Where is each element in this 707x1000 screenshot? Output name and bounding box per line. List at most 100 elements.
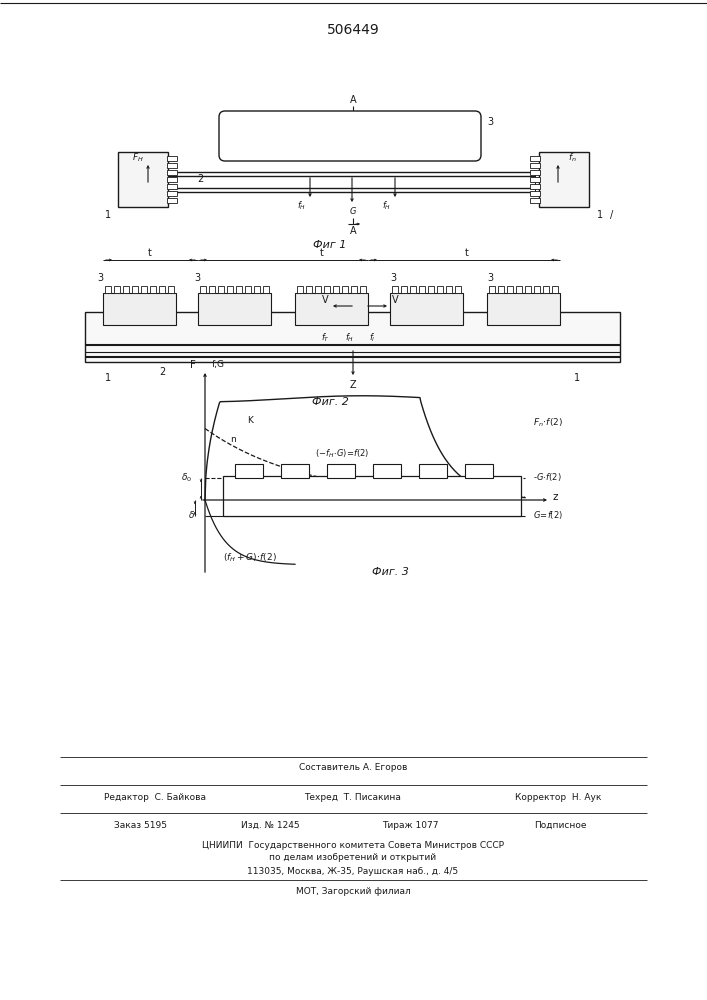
Bar: [543, 286, 549, 293]
Text: Фиг. 2: Фиг. 2: [312, 397, 349, 407]
Bar: [167, 191, 177, 196]
Bar: [489, 286, 495, 293]
Bar: [516, 286, 522, 293]
Bar: [465, 464, 493, 478]
Bar: [315, 286, 321, 293]
Text: 3: 3: [97, 273, 103, 283]
Text: /: /: [610, 210, 614, 220]
Text: 113035, Москва, Ж-35, Раушская наб., д. 4/5: 113035, Москва, Ж-35, Раушская наб., д. …: [247, 866, 459, 876]
Text: $f_n$: $f_n$: [568, 152, 576, 164]
Text: Корректор  Н. Аук: Корректор Н. Аук: [515, 792, 601, 802]
Text: $G\!=\!f(2)$: $G\!=\!f(2)$: [533, 509, 563, 521]
Bar: [539, 152, 589, 207]
Bar: [419, 286, 425, 293]
Bar: [437, 286, 443, 293]
Text: 1: 1: [597, 210, 603, 220]
Bar: [167, 163, 177, 168]
Bar: [150, 286, 156, 293]
Text: Фиг 1: Фиг 1: [313, 240, 346, 250]
Text: 3: 3: [487, 117, 493, 127]
Text: 2: 2: [197, 174, 203, 184]
Bar: [446, 286, 452, 293]
Bar: [419, 464, 447, 478]
Text: t: t: [148, 248, 152, 258]
Text: Техред  Т. Писакина: Техред Т. Писакина: [305, 792, 402, 802]
Text: 2: 2: [159, 367, 165, 377]
Bar: [327, 464, 355, 478]
Bar: [324, 286, 330, 293]
Text: A: A: [350, 95, 356, 105]
Bar: [209, 286, 215, 293]
Text: 1: 1: [574, 373, 580, 383]
Bar: [530, 191, 540, 196]
Text: по делам изобретений и открытий: по делам изобретений и открытий: [269, 854, 436, 862]
Bar: [167, 177, 177, 182]
Text: $\delta_0$: $\delta_0$: [182, 472, 192, 484]
Bar: [530, 184, 540, 189]
Bar: [105, 286, 111, 293]
Text: 1: 1: [105, 373, 111, 383]
Text: $\delta$: $\delta$: [189, 510, 196, 520]
Text: $f_T$: $f_T$: [320, 332, 329, 344]
Bar: [245, 286, 251, 293]
Text: Подписное: Подписное: [534, 820, 586, 830]
Text: z: z: [552, 492, 558, 502]
Bar: [428, 286, 434, 293]
Bar: [281, 464, 309, 478]
Text: t: t: [465, 248, 469, 258]
Bar: [167, 156, 177, 161]
Text: 3: 3: [390, 273, 396, 283]
Bar: [530, 198, 540, 203]
Text: K: K: [247, 416, 253, 425]
Bar: [401, 286, 407, 293]
Text: $f_H$: $f_H$: [298, 200, 307, 212]
Text: Составитель А. Егоров: Составитель А. Егоров: [299, 764, 407, 772]
Bar: [455, 286, 461, 293]
Bar: [103, 293, 176, 325]
Bar: [159, 286, 165, 293]
Text: $f_H$: $f_H$: [382, 200, 392, 212]
Bar: [390, 293, 463, 325]
Bar: [410, 286, 416, 293]
Bar: [198, 293, 271, 325]
Bar: [236, 286, 242, 293]
Text: Фиг. 3: Фиг. 3: [372, 567, 409, 577]
Text: Z: Z: [350, 380, 356, 390]
Bar: [114, 286, 120, 293]
Bar: [534, 286, 540, 293]
Text: 3: 3: [487, 273, 493, 283]
FancyBboxPatch shape: [219, 111, 481, 161]
Bar: [530, 156, 540, 161]
Text: МОТ, Загорский филиал: МОТ, Загорский филиал: [296, 888, 410, 896]
Bar: [552, 286, 558, 293]
Text: Редактор  С. Байкова: Редактор С. Байкова: [104, 792, 206, 802]
Bar: [487, 293, 560, 325]
Bar: [123, 286, 129, 293]
Bar: [254, 286, 260, 293]
Text: ЦНИИПИ  Государственного комитета Совета Министров СССР: ЦНИИПИ Государственного комитета Совета …: [202, 840, 504, 850]
Bar: [118, 152, 168, 207]
Bar: [333, 286, 339, 293]
Bar: [235, 464, 263, 478]
Text: Заказ 5195: Заказ 5195: [114, 820, 167, 830]
Bar: [200, 286, 206, 293]
Text: 1: 1: [105, 210, 111, 220]
Bar: [498, 286, 504, 293]
Text: V: V: [392, 295, 398, 305]
Bar: [167, 198, 177, 203]
Text: F: F: [190, 360, 196, 370]
Text: $f_H$: $f_H$: [346, 332, 355, 344]
Text: t: t: [320, 248, 324, 258]
Bar: [507, 286, 513, 293]
Text: $(-f_H\!\cdot\!G)\!=\!f(2)$: $(-f_H\!\cdot\!G)\!=\!f(2)$: [315, 448, 370, 460]
Bar: [342, 286, 348, 293]
Bar: [530, 177, 540, 182]
Bar: [530, 170, 540, 175]
Text: $(f_H+G)\!\cdot\!f(2)$: $(f_H+G)\!\cdot\!f(2)$: [223, 552, 276, 564]
Text: f,G: f,G: [212, 360, 225, 369]
Bar: [373, 464, 401, 478]
Text: 3: 3: [194, 273, 200, 283]
Bar: [530, 163, 540, 168]
Text: n: n: [230, 435, 236, 444]
Bar: [218, 286, 224, 293]
